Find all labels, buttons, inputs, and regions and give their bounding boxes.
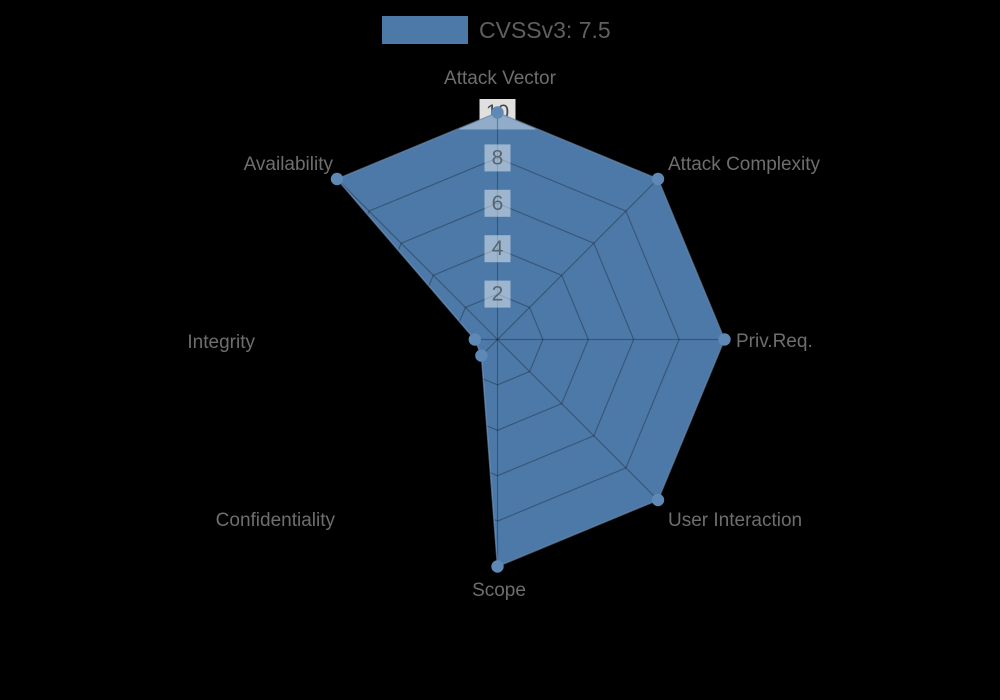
vertex-marker-confidentiality: [475, 349, 488, 362]
vertex-marker-user-interaction: [651, 493, 665, 507]
vertex-marker-availability: [330, 172, 344, 186]
axis-label-user-interaction: User Interaction: [668, 510, 802, 531]
vertex-marker-attack-complexity: [651, 172, 665, 186]
series-polygon: [337, 112, 725, 567]
tick-backdrop-2: [484, 280, 511, 308]
grid-ring-2: [451, 293, 544, 386]
axis-label-attack-vector: Attack Vector: [444, 68, 557, 89]
axis-spoke-confidentiality: [336, 339, 498, 501]
legend-swatch: [382, 16, 468, 44]
vertex-marker-integrity: [468, 333, 481, 346]
axis-spoke-availability: [336, 178, 498, 340]
legend-label: CVSSv3: 7.5: [479, 17, 611, 43]
tick-backdrop-6: [484, 189, 511, 217]
axis-spoke-attack-complexity: [497, 178, 659, 340]
axis-label-integrity: Integrity: [187, 332, 255, 353]
axis-spoke-user-interaction: [497, 339, 659, 501]
axis-label-attack-complexity: Attack Complexity: [668, 154, 821, 175]
axis-label-availability: Availability: [244, 154, 334, 175]
vertex-marker-attack-vector: [491, 106, 504, 119]
vertex-marker-priv-req: [718, 333, 731, 346]
axis-label-scope: Scope: [472, 580, 526, 601]
tick-label-6: 6: [492, 192, 504, 215]
tick-label-8: 8: [492, 146, 504, 169]
tick-backdrop-4: [484, 235, 511, 263]
grid-ring-4: [406, 248, 589, 431]
grid-ring-8: [315, 157, 680, 522]
tick-label-2: 2: [492, 283, 504, 306]
axis-label-priv-req: Priv.Req.: [736, 331, 813, 352]
chart-legend[interactable]: CVSSv3: 7.5: [382, 16, 611, 44]
tick-backdrop-8: [484, 144, 511, 172]
vertex-marker-scope: [491, 560, 504, 573]
axis-label-confidentiality: Confidentiality: [216, 510, 336, 531]
grid-ring-6: [360, 202, 635, 477]
tick-label-4: 4: [492, 237, 504, 260]
